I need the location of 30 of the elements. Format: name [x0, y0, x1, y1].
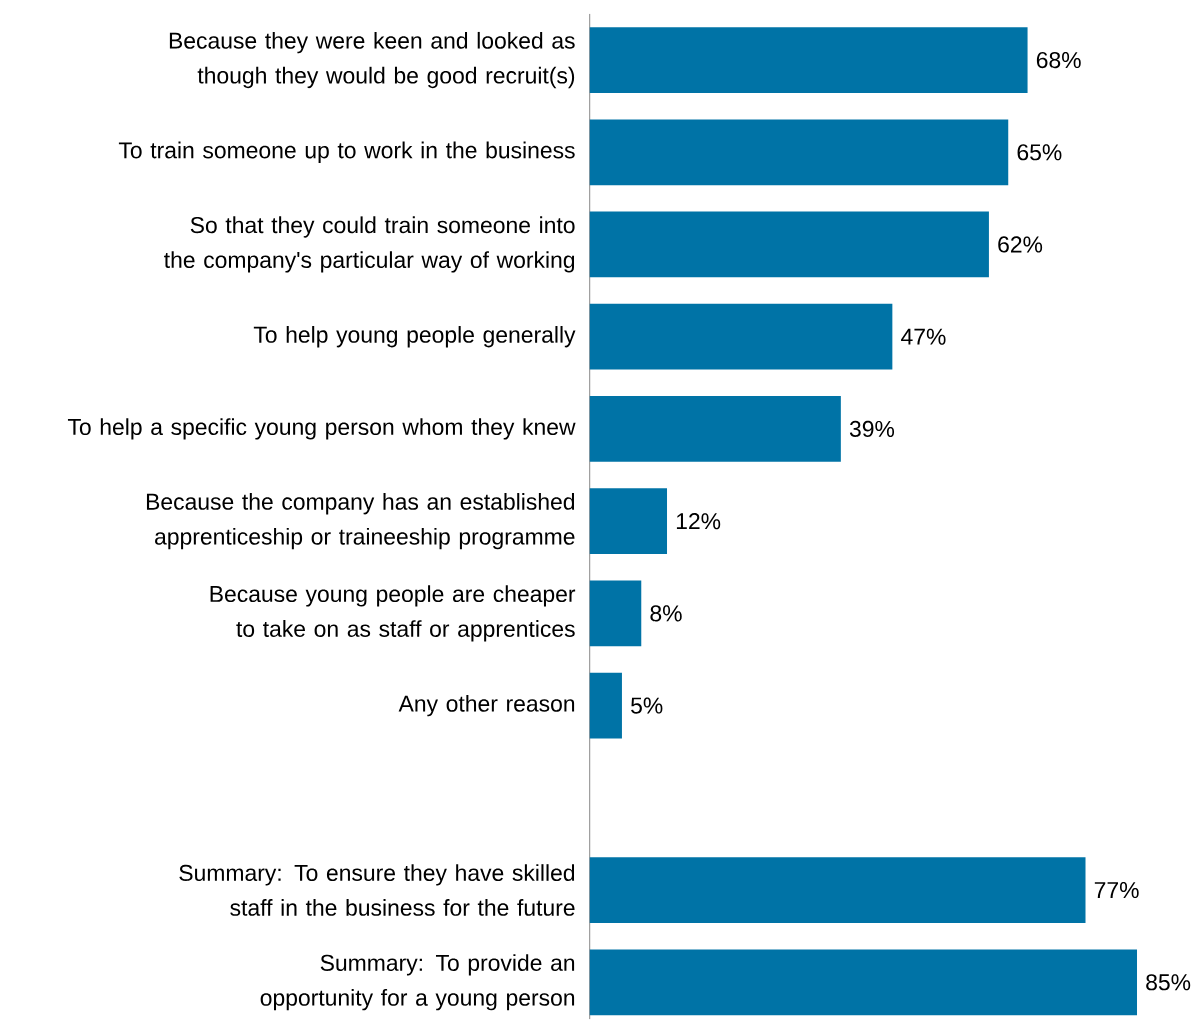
data-label: 5% [631, 697, 663, 714]
data-label: 85% [1146, 974, 1191, 991]
bar [589, 27, 1028, 94]
data-label: 65% [1017, 144, 1062, 161]
y-tick-label: To train someone up to work in the business [118, 141, 575, 164]
bar [589, 211, 989, 278]
data-label: 8% [650, 605, 682, 622]
bar [589, 396, 841, 462]
bar [589, 857, 1086, 924]
bar [589, 949, 1138, 1016]
y-tick-label: Summary: To ensure they have skilled staff in the business for the future [179, 864, 575, 917]
y-tick-label: Summary: To provide an opportunity for a young person [260, 954, 575, 1011]
bar [589, 119, 1009, 186]
data-label: 39% [849, 421, 895, 438]
y-tick-label: So that they could train someone into the company's particular way of working [164, 216, 575, 273]
data-label: 68% [1036, 52, 1081, 69]
data-label: 77% [1094, 882, 1139, 899]
data-label: 47% [901, 328, 946, 345]
y-tick-label: Any other reason [398, 695, 575, 717]
bar [589, 672, 622, 739]
bar [589, 304, 893, 370]
bar [589, 580, 642, 647]
data-label: 62% [998, 236, 1043, 253]
y-tick-label: To help a specific young person whom they knew [67, 418, 576, 440]
y-tick-label: To help young people generally [253, 326, 576, 348]
y-tick-label: Because the company has an established apprenticeship or traineeship programme [146, 493, 575, 550]
data-label: 12% [676, 513, 721, 530]
y-tick-label: Because young people are cheaper to take on as staff or apprentices [210, 585, 576, 642]
y-tick-label: Because they were keen and looked as though they would be good recruit(s) [169, 32, 575, 89]
bar [589, 488, 668, 555]
